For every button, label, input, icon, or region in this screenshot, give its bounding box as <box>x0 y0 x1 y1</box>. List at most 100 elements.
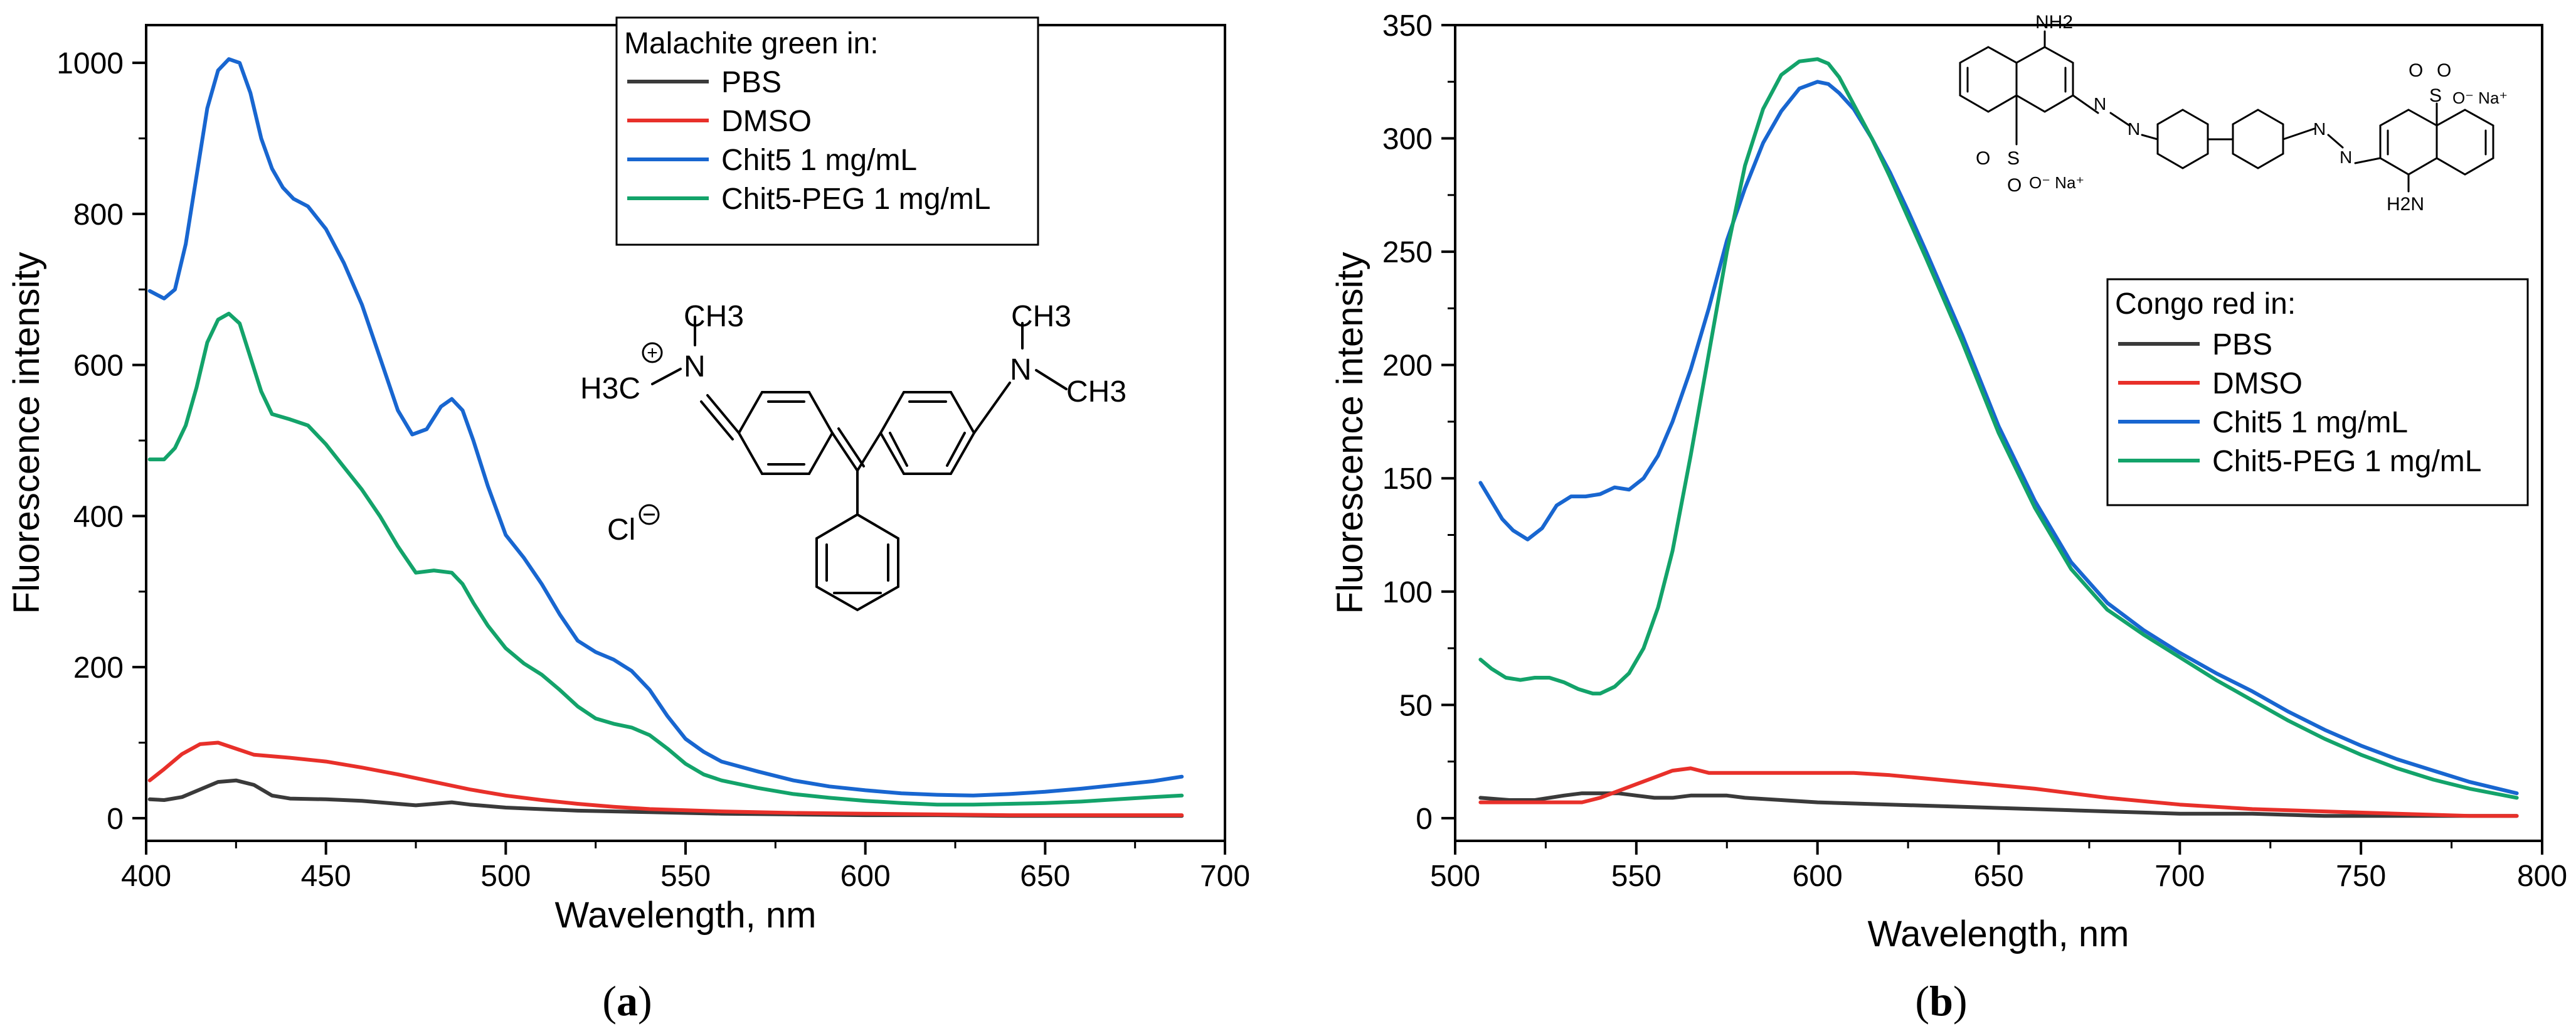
cr-biphenyl-link-1 <box>2141 134 2159 141</box>
panel-a-label: (a) <box>602 977 652 1025</box>
series-line-pbs <box>1478 791 2519 818</box>
series-line-chit5-peg-1-mg-ml <box>1478 57 2519 800</box>
methyl-right-label: CH3 <box>1066 375 1126 409</box>
central-double <box>837 427 865 467</box>
n-plus-atom: N <box>684 350 706 383</box>
x-tick-label: 700 <box>1200 860 1250 893</box>
y-tick-label: 1000 <box>56 47 124 80</box>
cr-sulfonate-left-ion: O⁻ Na⁺ <box>2029 173 2084 192</box>
malachite-green-structure: N + CH3 H3C N CH3 CH3 <box>580 300 1126 612</box>
central-bond-2 <box>856 432 882 472</box>
methyl-right-top-label: CH3 <box>1011 300 1071 333</box>
panel-a-series <box>147 57 1184 818</box>
panel-a-x-axis-label: Wavelength, nm <box>555 895 817 936</box>
x-tick-label: 650 <box>1020 860 1070 893</box>
ring-3-outline <box>815 513 899 612</box>
x-tick-label: 550 <box>660 860 711 893</box>
ring-2-double-2 <box>946 432 966 467</box>
x-tick-label: 750 <box>2336 860 2386 893</box>
panel-b-legend: Congo red in: PBS DMSO Chit5 1 mg/mL Chit5-… <box>2106 278 2529 506</box>
chloride-label: Cl <box>607 513 635 547</box>
y-tick-label: 800 <box>73 198 124 232</box>
panel-b-legend-box <box>2106 278 2529 506</box>
ring-2-double-3 <box>889 432 908 467</box>
x-tick-label: 600 <box>1793 860 1843 893</box>
x-tick-label: 500 <box>1430 860 1480 893</box>
positive-charge-sign: + <box>647 343 658 363</box>
panel-b-letter: b <box>1929 977 1953 1025</box>
central-bond-1 <box>831 432 859 472</box>
n-right-atom: N <box>1010 353 1032 387</box>
panel-a-legend-title: Malachite green in: <box>624 27 879 60</box>
x-tick-label: 600 <box>840 860 891 893</box>
cr-azo-right-1 <box>2282 127 2316 141</box>
x-tick-label: 450 <box>301 860 351 893</box>
x-tick-label: 500 <box>480 860 531 893</box>
x-tick-label: 800 <box>2517 860 2567 893</box>
panel-a-ticks: 400 450 500 550 600 650 700 0 200 400 600 800 1000 <box>56 47 1250 893</box>
cr-oxygen-left-2: O <box>2007 175 2022 196</box>
cr-oxygen-left-1: O <box>1976 148 1990 169</box>
malachite-ring-1 <box>737 391 834 475</box>
methyl-top-label: CH3 <box>684 300 744 333</box>
y-tick-label: 0 <box>107 803 124 836</box>
n-methyl-left-bond <box>651 368 682 385</box>
cr-azo-n2: N <box>2128 119 2140 139</box>
cr-azo-right-2 <box>2327 134 2344 149</box>
cr-oxygen-right-1: O <box>2409 60 2423 81</box>
cr-sulfur-left: S <box>2007 148 2020 169</box>
series-line-dmso <box>1478 766 2519 818</box>
x-tick-label: 650 <box>1973 860 2023 893</box>
y-tick-label: 350 <box>1382 9 1433 43</box>
y-tick-label: 200 <box>73 651 124 685</box>
cr-sulfur-right: S <box>2429 85 2442 106</box>
cr-biphenyl-ring-1 <box>2156 109 2209 169</box>
y-tick-label: 400 <box>73 500 124 533</box>
panel-a-y-axis-label: Fluorescence intensity <box>6 252 47 614</box>
series-line-dmso <box>147 740 1184 818</box>
cr-right-link <box>2354 157 2382 164</box>
cr-nh2-top: NH2 <box>2035 12 2073 33</box>
y-tick-label: 0 <box>1416 803 1433 836</box>
legend-entry-label: Chit5 1 mg/mL <box>2212 406 2408 439</box>
y-tick-label: 250 <box>1382 236 1433 269</box>
legend-entry-label: Chit5-PEG 1 mg/mL <box>721 183 990 216</box>
malachite-ring-2 <box>879 391 976 475</box>
cr-oxygen-right-2: O <box>2437 60 2451 81</box>
legend-entry-label: DMSO <box>721 105 812 138</box>
cr-sulfonate-right-ion: O⁻ Na⁺ <box>2452 88 2508 107</box>
y-tick-label: 50 <box>1399 689 1433 722</box>
n-right-methyl-right <box>1035 369 1068 390</box>
panel-a-legend: Malachite green in: PBS DMSO Chit5 1 mg/mL… <box>615 16 1039 246</box>
methyl-left-label: H3C <box>580 372 640 405</box>
legend-entry-label: PBS <box>721 66 782 99</box>
positive-charge <box>642 342 663 363</box>
legend-entry-label: DMSO <box>2212 367 2303 400</box>
x-tick-label: 400 <box>121 860 171 893</box>
panel-a-chart: 400 450 500 550 600 650 700 0 200 400 600 800 1000 W… <box>6 16 1250 1025</box>
series-line-chit5-peg-1-mg-ml <box>147 311 1184 807</box>
panel-a-legend-items: PBS DMSO Chit5 1 mg/mL Chit5-PEG 1 mg/mL <box>627 66 990 216</box>
series-line-chit5-1-mg-ml <box>147 57 1184 798</box>
cr-azo-n1: N <box>2094 94 2106 114</box>
panel-b-label: (b) <box>1915 977 1967 1025</box>
cr-left-ring-b <box>2015 46 2074 113</box>
panel-a-letter: a <box>617 977 638 1025</box>
panel-b-legend-items: PBS DMSO Chit5 1 mg/mL Chit5-PEG 1 mg/mL <box>2118 328 2481 478</box>
panel-b-ticks: 500 550 600 650 700 750 800 0 50 100 150 200 250 300 3… <box>1382 9 2567 893</box>
y-tick-label: 100 <box>1382 576 1433 609</box>
cr-azo-n4: N <box>2340 147 2352 167</box>
ring-1-outline <box>737 391 834 475</box>
cr-azo-n3: N <box>2313 119 2326 139</box>
y-tick-label: 200 <box>1382 350 1433 383</box>
x-tick-label: 550 <box>1611 860 1662 893</box>
panel-a-legend-box <box>615 16 1039 246</box>
malachite-ring-3 <box>815 513 899 612</box>
cr-azo-left-1 <box>2072 94 2099 114</box>
ring-2-outline <box>879 391 976 475</box>
y-tick-label: 150 <box>1382 462 1433 496</box>
y-tick-label: 300 <box>1382 123 1433 156</box>
c-n-double <box>700 400 734 441</box>
legend-entry-label: PBS <box>2212 328 2272 361</box>
x-tick-label: 700 <box>2155 860 2205 893</box>
